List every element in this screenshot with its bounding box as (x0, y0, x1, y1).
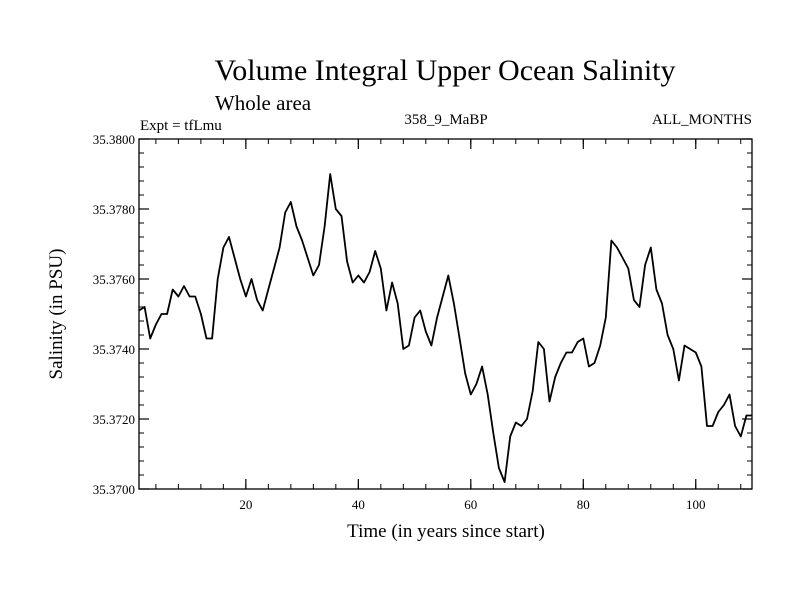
salinity-series-line (138, 173, 752, 483)
x-tick-label: 20 (239, 497, 252, 512)
run-id-label: 358_9_MaBP (404, 112, 487, 128)
y-tick-label: 35.3720 (93, 412, 135, 427)
x-tick-label: 40 (352, 497, 365, 512)
y-axis-label: Salinity (in PSU) (46, 249, 67, 380)
y-tick-label: 35.3760 (93, 272, 135, 287)
x-axis: 20 40 60 80 100 (155, 139, 742, 512)
y-axis: 35.3700 35.3720 35.3740 35.3760 35.3780 35.38… (93, 132, 752, 497)
y-tick-label: 35.3780 (93, 202, 135, 217)
experiment-label: Expt = tfLmu (140, 118, 222, 134)
y-tick-label: 35.3700 (93, 482, 135, 497)
plot-frame (138, 138, 753, 490)
chart-subtitle: Whole area (215, 91, 312, 115)
x-axis-label: Time (in years since start) (347, 521, 545, 542)
chart-title: Volume Integral Upper Ocean Salinity (215, 54, 676, 87)
x-tick-label: 60 (464, 497, 477, 512)
months-label: ALL_MONTHS (652, 112, 752, 128)
x-tick-label: 100 (686, 497, 706, 512)
x-tick-label: 80 (577, 497, 590, 512)
y-tick-label: 35.3740 (93, 342, 135, 357)
y-tick-label: 35.3800 (93, 132, 135, 147)
